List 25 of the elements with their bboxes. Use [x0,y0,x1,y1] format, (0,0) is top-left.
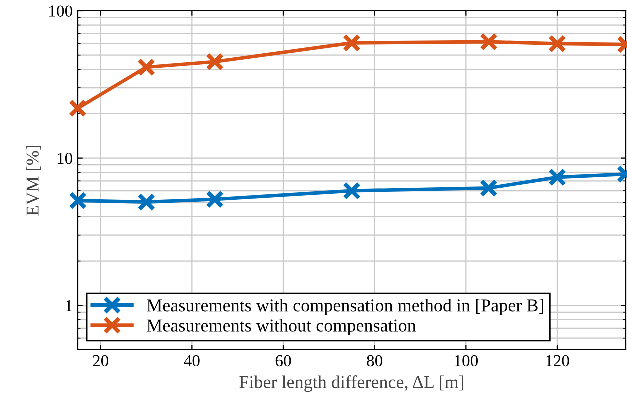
point [480,179,498,198]
point [137,193,156,212]
point [206,190,224,209]
point [548,34,567,53]
x-axis-title: Fiber length difference, ΔL [m] [240,376,464,392]
point [548,168,567,187]
x-tick-label: 60 [276,355,292,367]
point [206,52,224,71]
x-tick-label: 20 [93,355,109,367]
point [68,99,88,118]
legend-label: Measurements with compensation method in [Paper B] [147,299,544,316]
point [342,182,362,200]
point [480,32,498,52]
y-tick-label: 10 [58,153,73,164]
x-tick-label: 100 [455,355,478,367]
x-tick-label: 80 [367,355,383,367]
y-tick-label: 1 [66,300,72,312]
x-tick-label: 40 [184,355,200,367]
point [137,58,156,76]
y-tick-label: 100 [50,6,73,17]
point [342,34,362,52]
y-axis-title: EVM [%] [26,146,42,216]
x-tick-label: 120 [546,355,570,367]
point [68,192,88,210]
legend-label: Measurements without compensation [147,319,416,336]
